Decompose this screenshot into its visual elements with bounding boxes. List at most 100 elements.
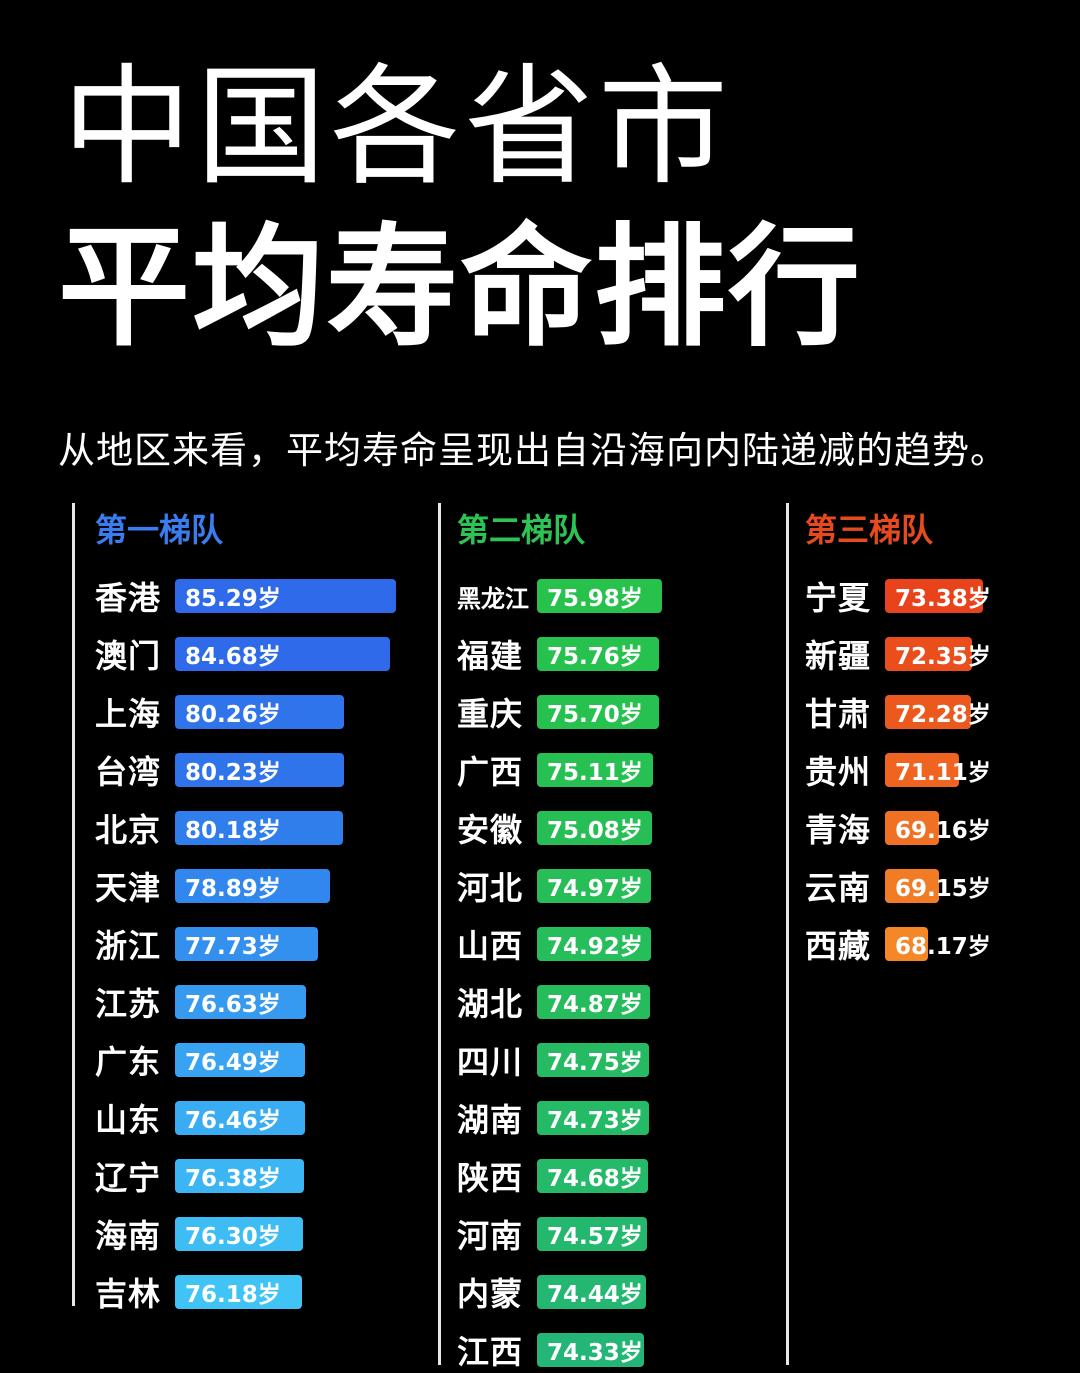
bar-row: 甘肃 72.28岁 [805, 695, 991, 733]
value-label: 80.26岁 [185, 702, 281, 728]
category-label: 澳门 [95, 637, 162, 675]
category-label: 黑龙江 [457, 584, 529, 613]
page-title-line2: 平均寿命排行 [58, 211, 862, 365]
bar-row: 福建 75.76岁 [457, 637, 659, 675]
bar: 74.68岁 [537, 1159, 648, 1193]
tier-divider [72, 503, 75, 1306]
value-label: 74.75岁 [547, 1050, 643, 1076]
category-label: 安徽 [457, 811, 524, 849]
bar: 75.11岁 [537, 753, 653, 787]
value-label: 80.18岁 [185, 818, 281, 844]
category-label: 云南 [805, 869, 872, 907]
bar-row: 湖南 74.73岁 [457, 1101, 649, 1139]
value-label: 74.92岁 [547, 934, 643, 960]
category-label: 西藏 [805, 927, 872, 965]
category-label: 内蒙 [457, 1275, 524, 1313]
value-label: 75.98岁 [547, 586, 643, 612]
tier-divider [438, 503, 441, 1365]
value-label: 80.23岁 [185, 760, 281, 786]
tier-heading: 第一梯队 [95, 511, 224, 549]
bar: 84.68岁 [175, 637, 390, 671]
category-label: 青海 [805, 811, 872, 849]
bar: 76.49岁 [175, 1043, 305, 1077]
value-label: 76.46岁 [185, 1108, 281, 1134]
category-label: 辽宁 [95, 1159, 162, 1197]
value-label: 75.76岁 [547, 644, 643, 670]
category-label: 吉林 [95, 1275, 162, 1313]
bar-row: 湖北 74.87岁 [457, 985, 650, 1023]
bar-row: 青海 69.16岁 [805, 811, 991, 849]
bar-row: 广西 75.11岁 [457, 753, 653, 791]
bar: 76.18岁 [175, 1275, 302, 1309]
bar: 80.23岁 [175, 753, 344, 787]
bar: 74.73岁 [537, 1101, 649, 1135]
bar: 74.92岁 [537, 927, 651, 961]
category-label: 海南 [95, 1217, 162, 1255]
category-label: 北京 [95, 811, 162, 849]
bar-row: 黑龙江 75.98岁 [457, 579, 662, 613]
bar-row: 云南 69.15岁 [805, 869, 991, 907]
value-label: 85.29岁 [185, 586, 281, 612]
category-label: 山东 [95, 1101, 162, 1139]
bar: 76.38岁 [175, 1159, 304, 1193]
bar: 74.44岁 [537, 1275, 646, 1309]
value-label: 76.30岁 [185, 1224, 281, 1250]
bar: 74.33岁 [537, 1333, 644, 1367]
value-label: 75.08岁 [547, 818, 643, 844]
bar-row: 山东 76.46岁 [95, 1101, 305, 1139]
bar-row: 广东 76.49岁 [95, 1043, 305, 1081]
bar: 72.28岁 [885, 695, 991, 729]
value-label: 76.63岁 [185, 992, 281, 1018]
bar-row: 四川 74.75岁 [457, 1043, 649, 1081]
page-title-line1: 中国各省市 [62, 51, 733, 203]
category-label: 香港 [95, 579, 162, 617]
bar-row: 辽宁 76.38岁 [95, 1159, 304, 1197]
bar: 69.15岁 [885, 869, 991, 903]
bar: 74.87岁 [537, 985, 650, 1019]
bar-row: 江西 74.33岁 [457, 1333, 644, 1371]
value-label: 76.38岁 [185, 1166, 281, 1192]
category-label: 甘肃 [805, 695, 872, 733]
bar: 85.29岁 [175, 579, 396, 613]
category-label: 河北 [457, 869, 524, 907]
bar-row: 吉林 76.18岁 [95, 1275, 302, 1313]
category-label: 重庆 [457, 695, 524, 733]
category-label: 四川 [457, 1043, 524, 1081]
tier-heading: 第三梯队 [805, 511, 934, 549]
tier-divider [786, 503, 789, 1365]
value-label: 84.68岁 [185, 644, 281, 670]
bar: 78.89岁 [175, 869, 330, 903]
value-label: 74.73岁 [547, 1108, 643, 1134]
value-label: 74.44岁 [547, 1282, 643, 1308]
bar: 71.11岁 [885, 753, 991, 787]
category-label: 浙江 [95, 927, 162, 965]
page-subtitle: 从地区来看，平均寿命呈现出自沿海向内陆递减的趋势。 [58, 429, 1008, 472]
bar-row: 江苏 76.63岁 [95, 985, 306, 1023]
category-label: 福建 [457, 637, 524, 675]
category-label: 陕西 [457, 1159, 524, 1197]
bar-row: 宁夏 73.38岁 [805, 579, 991, 617]
category-label: 山西 [457, 927, 524, 965]
category-label: 江苏 [95, 985, 162, 1023]
bar-row: 香港 85.29岁 [95, 579, 396, 617]
bar: 76.46岁 [175, 1101, 305, 1135]
bar: 72.35岁 [885, 637, 991, 671]
category-label: 天津 [95, 869, 162, 907]
bar: 76.30岁 [175, 1217, 303, 1251]
bar-row: 内蒙 74.44岁 [457, 1275, 646, 1313]
value-label: 75.70岁 [547, 702, 643, 728]
bar-row: 北京 80.18岁 [95, 811, 343, 849]
value-label: 73.38岁 [895, 586, 991, 612]
bar-row: 西藏 68.17岁 [805, 927, 991, 965]
bar-row: 河北 74.97岁 [457, 869, 651, 907]
bar-row: 陕西 74.68岁 [457, 1159, 648, 1197]
category-label: 台湾 [95, 753, 162, 791]
category-label: 河南 [457, 1217, 524, 1255]
bar: 73.38岁 [885, 579, 991, 613]
value-label: 74.97岁 [547, 876, 643, 902]
value-label: 71.11岁 [895, 760, 991, 786]
bar-row: 上海 80.26岁 [95, 695, 344, 733]
value-label: 72.28岁 [895, 702, 991, 728]
bar: 75.70岁 [537, 695, 659, 729]
category-label: 上海 [95, 695, 162, 733]
